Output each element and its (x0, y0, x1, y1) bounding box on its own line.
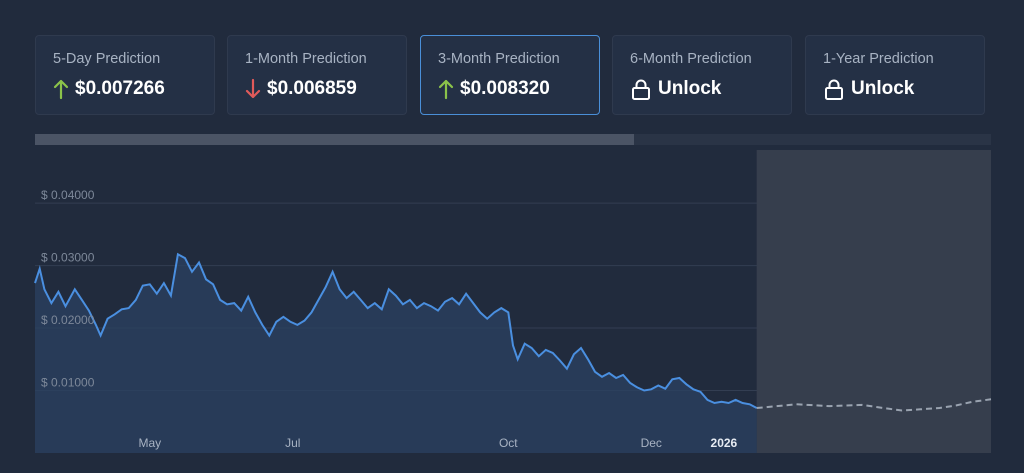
forecast-line (756, 398, 992, 412)
lock-icon (632, 79, 650, 100)
y-axis-labels: $ 0.01000 $ 0.02000 $ 0.03000 $ 0.04000 (41, 188, 95, 389)
forecast-region (756, 150, 991, 453)
prediction-card-label: 5-Day Prediction (53, 51, 161, 67)
arrow-up-icon (438, 79, 454, 100)
prediction-card-value-row: Unlock (630, 78, 721, 100)
prediction-card-value-row: Unlock (823, 78, 914, 100)
x-tick-label: 2026 (711, 436, 738, 450)
prediction-cards: 5-Day Prediction $0.007266 1-Month Predi… (35, 35, 985, 117)
prediction-card-1-month[interactable]: 1-Month Prediction $0.006859 (227, 35, 407, 115)
x-axis-labels: May Jul Oct Dec 2026 (138, 436, 737, 450)
range-progress-bar (35, 134, 991, 145)
prediction-card-value: $0.008320 (460, 78, 550, 99)
y-tick-label: $ 0.04000 (41, 188, 95, 202)
prediction-card-label: 6-Month Prediction (630, 51, 752, 67)
prediction-card-value-row: $0.007266 (53, 78, 165, 100)
arrow-down-icon (245, 78, 261, 99)
price-area-fill (35, 254, 757, 453)
unlock-button-label: Unlock (851, 78, 915, 99)
arrow-up-icon (53, 79, 69, 100)
prediction-card-6-month[interactable]: 6-Month Prediction Unlock (612, 35, 792, 115)
prediction-card-label: 3-Month Prediction (438, 51, 560, 67)
prediction-card-value: $0.007266 (75, 78, 165, 99)
x-tick-label: Jul (285, 436, 300, 450)
x-tick-label: Dec (641, 436, 662, 450)
price-history-line (34, 252, 758, 409)
prediction-card-5-day[interactable]: 5-Day Prediction $0.007266 (35, 35, 215, 115)
unlock-button-label: Unlock (658, 78, 722, 99)
y-tick-label: $ 0.03000 (41, 251, 95, 265)
x-tick-label: May (138, 436, 161, 450)
prediction-card-3-month[interactable]: 3-Month Prediction $0.008320 (420, 35, 600, 115)
y-tick-label: $ 0.01000 (41, 376, 95, 390)
prediction-card-value-row: $0.006859 (245, 78, 357, 100)
prediction-card-label: 1-Year Prediction (823, 51, 934, 67)
prediction-card-value: $0.006859 (267, 78, 357, 99)
prediction-card-value-row: $0.008320 (438, 78, 550, 100)
prediction-card-label: 1-Month Prediction (245, 51, 367, 67)
price-chart: $ 0.01000 $ 0.02000 $ 0.03000 $ 0.04000 May… (34, 150, 992, 453)
y-tick-label: $ 0.02000 (41, 313, 95, 327)
x-tick-label: Oct (499, 436, 518, 450)
lock-icon (825, 79, 843, 100)
range-progress-fill (35, 134, 635, 145)
prediction-card-1-year[interactable]: 1-Year Prediction Unlock (805, 35, 985, 115)
